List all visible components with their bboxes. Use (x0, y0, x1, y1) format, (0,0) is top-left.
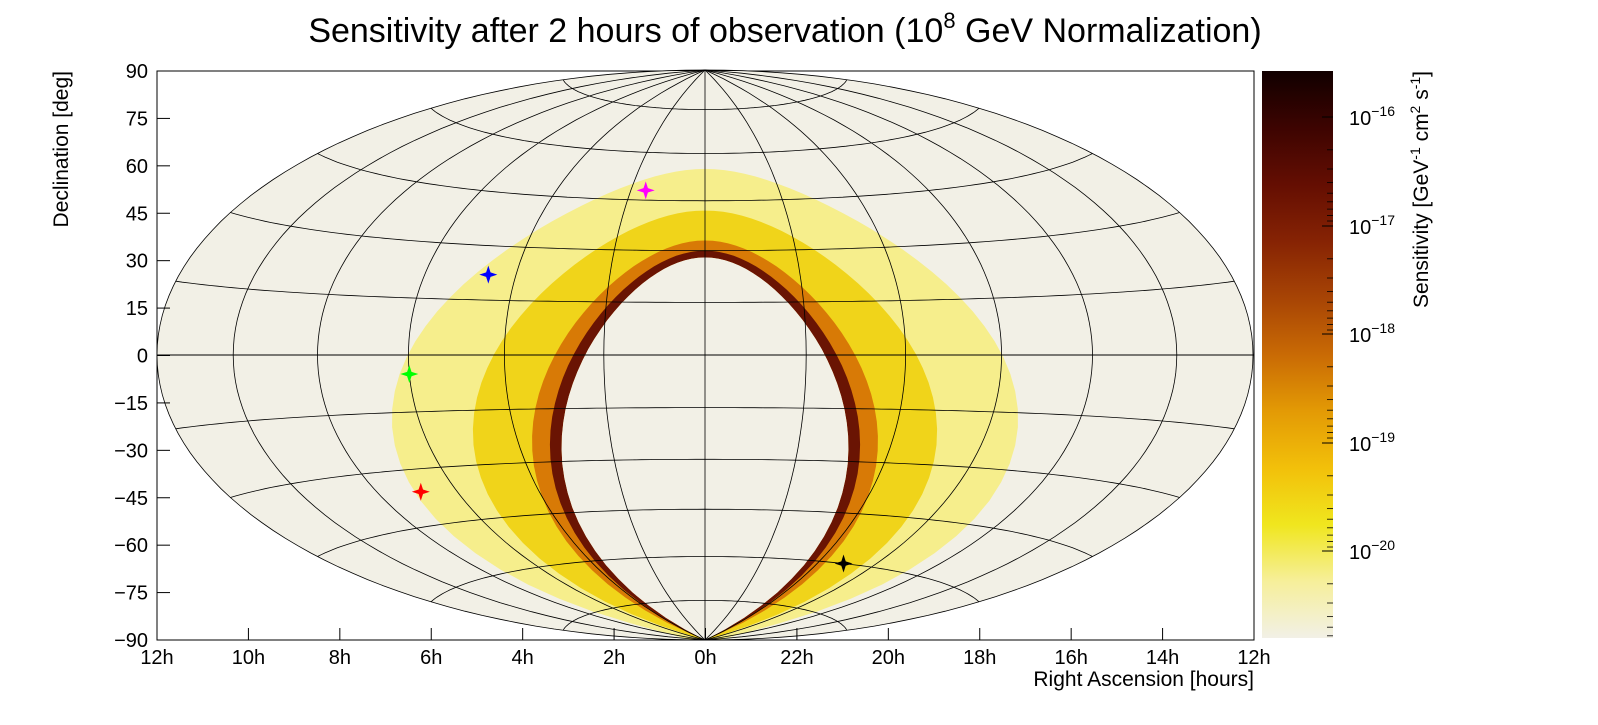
x-tick-label: 8h (329, 647, 351, 669)
source-marker (636, 181, 655, 200)
y-tick-label: −60 (114, 535, 148, 557)
title-superscript: 8 (943, 8, 955, 33)
y-tick-label: 60 (126, 156, 148, 178)
x-tick-label: 18h (963, 647, 996, 669)
coordinate-grid (156, 69, 1254, 641)
x-tick-label: 6h (420, 647, 442, 669)
x-tick-label: 12h (140, 647, 173, 669)
x-tick-label: 4h (512, 647, 534, 669)
x-tick-label: 10h (232, 647, 265, 669)
colorbar-gradient (1262, 71, 1333, 638)
colorbar-tick-label: 10−18 (1349, 320, 1395, 347)
colorbar-tick-label: 10−17 (1349, 212, 1395, 239)
chart-title: Sensitivity after 2 hours of observation… (308, 8, 1261, 50)
x-axis-label: Right Ascension [hours] (1033, 668, 1254, 691)
x-tick-label: 20h (872, 647, 905, 669)
colorbar-tick-label: 10−20 (1349, 537, 1395, 564)
y-tick-label: −75 (114, 583, 148, 605)
x-tick-label: 12h (1237, 647, 1270, 669)
y-tick-label: −15 (114, 393, 148, 415)
colorbar-tick-label: 10−16 (1349, 103, 1395, 130)
x-axis: 12h 10h 8h 6h 4h 2h 0h 22h 20h 18h 16h 14h 12h (140, 628, 1271, 669)
y-tick-label: −30 (114, 440, 148, 462)
sensitivity-band (392, 168, 1018, 640)
colorbar-tick-label: 10−19 (1349, 429, 1395, 456)
colorbar-label: Sensitivity [GeV-1 cm2 s-1] (1407, 71, 1433, 308)
y-tick-label: −90 (114, 630, 148, 652)
source-markers (400, 181, 853, 573)
y-axis-label: Declination [deg] (50, 71, 73, 227)
y-tick-label: −45 (114, 488, 148, 510)
colorbar-ticks: 10−16 10−17 10−18 10−19 10−20 (1322, 103, 1395, 637)
y-tick-label: 0 (137, 346, 148, 368)
colorbar: 10−16 10−17 10−18 10−19 10−20 Sensitivity [G… (1262, 71, 1433, 638)
y-axis: 90 75 60 45 30 15 0 −15 −30 −45 −60 −75 −90 (114, 61, 170, 652)
y-tick-label: 30 (126, 251, 148, 273)
source-marker (411, 482, 430, 501)
y-tick-label: 75 (126, 108, 148, 130)
y-tick-label: 90 (126, 61, 148, 83)
x-tick-label: 14h (1146, 647, 1179, 669)
source-marker (834, 554, 853, 573)
x-tick-label: 16h (1054, 647, 1087, 669)
y-tick-label: 15 (126, 298, 148, 320)
source-marker (479, 265, 498, 284)
x-tick-label: 22h (780, 647, 813, 669)
x-tick-label: 2h (603, 647, 625, 669)
y-tick-label: 45 (126, 203, 148, 225)
x-tick-label: 0h (694, 647, 716, 669)
source-marker (400, 365, 419, 384)
